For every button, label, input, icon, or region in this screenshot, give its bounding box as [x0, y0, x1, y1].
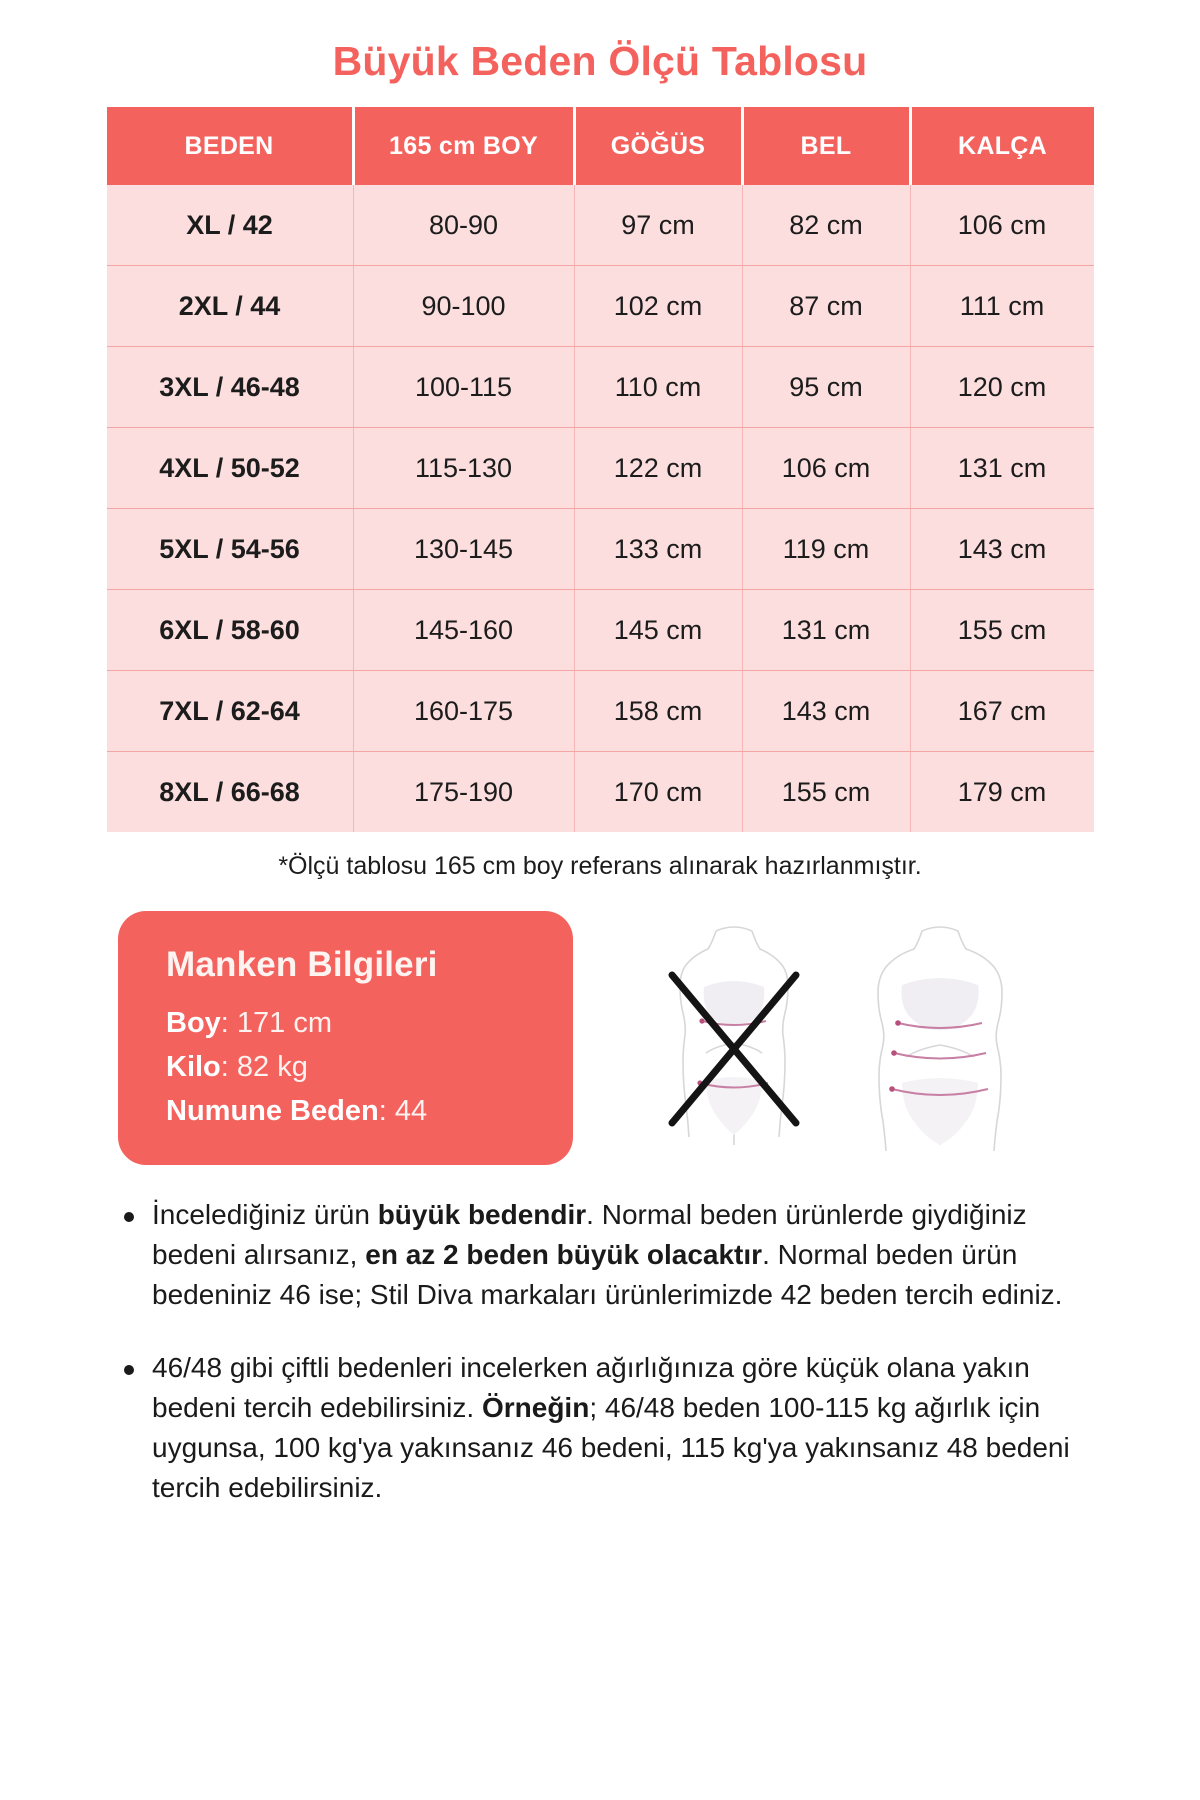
cell-gogus: 102 cm [574, 265, 743, 347]
table-row: XL / 42 80-90 97 cm 82 cm 106 cm [106, 185, 1094, 266]
cell-kalca: 131 cm [910, 427, 1094, 509]
model-info-heading: Manken Bilgileri [166, 945, 438, 984]
cell-gogus: 122 cm [574, 427, 743, 509]
table-row: 4XL / 50-52 115-130 122 cm 106 cm 131 cm [106, 427, 1094, 509]
column-header-bel: BEL [742, 107, 912, 185]
cell-beden: 7XL / 62-64 [106, 670, 354, 752]
bullet-icon [124, 1365, 134, 1376]
table-row: 2XL / 44 90-100 102 cm 87 cm 111 cm [106, 265, 1094, 347]
model-info-card: Manken Bilgileri Boy: 171 cm Kilo: 82 kg… [118, 911, 573, 1165]
column-header-gogus: GÖĞÜS [574, 107, 744, 185]
cell-boy: 175-190 [353, 751, 575, 832]
note-text-1: İncelediğiniz ürün büyük bedendir. Norma… [152, 1199, 1063, 1310]
note-item: 46/48 gibi çiftli bedenleri incelerken a… [118, 1348, 1082, 1507]
cell-gogus: 110 cm [574, 346, 743, 428]
cell-kalca: 143 cm [910, 508, 1094, 590]
cell-beden: 2XL / 44 [106, 265, 354, 347]
cell-bel: 143 cm [742, 670, 911, 752]
note-item: İncelediğiniz ürün büyük bedendir. Norma… [118, 1195, 1082, 1314]
body-figures-group [573, 911, 1100, 1153]
table-body: XL / 42 80-90 97 cm 82 cm 106 cm 2XL / 4… [106, 185, 1094, 832]
cell-bel: 82 cm [742, 185, 911, 266]
model-label-numune-beden: Numune Beden [166, 1095, 379, 1127]
cell-beden: 5XL / 54-56 [106, 508, 354, 590]
cell-bel: 106 cm [742, 427, 911, 509]
cell-beden: 4XL / 50-52 [106, 427, 354, 509]
model-info-row-kilo: Kilo: 82 kg [166, 1051, 543, 1084]
model-info-row-numune-beden: Numune Beden: 44 [166, 1095, 543, 1128]
cell-gogus: 170 cm [574, 751, 743, 832]
cell-kalca: 155 cm [910, 589, 1094, 671]
cell-kalca: 111 cm [910, 265, 1094, 347]
cell-kalca: 120 cm [910, 346, 1094, 428]
cell-beden: XL / 42 [106, 185, 354, 266]
model-separator: : [220, 1051, 237, 1083]
cell-boy: 130-145 [353, 508, 575, 590]
table-row: 5XL / 54-56 130-145 133 cm 119 cm 143 cm [106, 508, 1094, 590]
size-chart-table: BEDEN 165 cm BOY GÖĞÜS BEL KALÇA XL / 42… [106, 107, 1094, 832]
table-row: 3XL / 46-48 100-115 110 cm 95 cm 120 cm [106, 346, 1094, 428]
table-row: 7XL / 62-64 160-175 158 cm 143 cm 167 cm [106, 670, 1094, 752]
model-separator: : [378, 1095, 395, 1127]
table-footnote: *Ölçü tablosu 165 cm boy referans alınar… [278, 852, 922, 880]
cell-boy: 145-160 [353, 589, 575, 671]
cell-gogus: 145 cm [574, 589, 743, 671]
model-value-boy: 171 cm [236, 1007, 333, 1039]
model-separator: : [220, 1007, 237, 1039]
cell-gogus: 158 cm [574, 670, 743, 752]
cell-gogus: 133 cm [574, 508, 743, 590]
notes-list: İncelediğiniz ürün büyük bedendir. Norma… [100, 1195, 1100, 1507]
column-header-beden: BEDEN [106, 107, 355, 185]
model-value-numune-beden: 44 [394, 1095, 428, 1127]
cell-kalca: 106 cm [910, 185, 1094, 266]
cell-boy: 80-90 [353, 185, 575, 266]
cell-boy: 100-115 [353, 346, 575, 428]
cell-bel: 87 cm [742, 265, 911, 347]
cell-bel: 155 cm [742, 751, 911, 832]
cell-bel: 119 cm [742, 508, 911, 590]
cell-beden: 6XL / 58-60 [106, 589, 354, 671]
table-header-row: BEDEN 165 cm BOY GÖĞÜS BEL KALÇA [106, 107, 1094, 185]
cell-boy: 160-175 [353, 670, 575, 752]
cell-kalca: 167 cm [910, 670, 1094, 752]
cell-bel: 131 cm [742, 589, 911, 671]
cell-kalca: 179 cm [910, 751, 1094, 832]
size-chart-page: Büyük Beden Ölçü Tablosu BEDEN 165 cm BO… [75, 0, 1125, 1507]
model-info-section: Manken Bilgileri Boy: 171 cm Kilo: 82 kg… [100, 911, 1100, 1165]
table-row: 8XL / 66-68 175-190 170 cm 155 cm 179 cm [106, 751, 1094, 832]
slim-body-figure-icon [668, 926, 799, 1145]
model-value-kilo: 82 kg [236, 1051, 308, 1083]
curvy-body-figure-icon [876, 926, 1003, 1152]
cell-bel: 95 cm [742, 346, 911, 428]
cell-gogus: 97 cm [574, 185, 743, 266]
model-info-row-boy: Boy: 171 cm [166, 1007, 543, 1040]
note-text-2: 46/48 gibi çiftli bedenleri incelerken a… [152, 1352, 1070, 1503]
model-label-kilo: Kilo [166, 1051, 221, 1083]
table-row: 6XL / 58-60 145-160 145 cm 131 cm 155 cm [106, 589, 1094, 671]
column-header-kalca: KALÇA [910, 107, 1094, 185]
column-header-boy: 165 cm BOY [353, 107, 576, 185]
curvy-body-figure-wrap [850, 923, 1030, 1153]
cell-beden: 3XL / 46-48 [106, 346, 354, 428]
cell-beden: 8XL / 66-68 [106, 751, 354, 832]
model-label-boy: Boy [166, 1007, 221, 1039]
page-title: Büyük Beden Ölçü Tablosu [332, 38, 868, 84]
cell-boy: 90-100 [353, 265, 575, 347]
cell-boy: 115-130 [353, 427, 575, 509]
slim-body-figure-wrap [644, 923, 824, 1153]
bullet-icon [124, 1212, 134, 1222]
